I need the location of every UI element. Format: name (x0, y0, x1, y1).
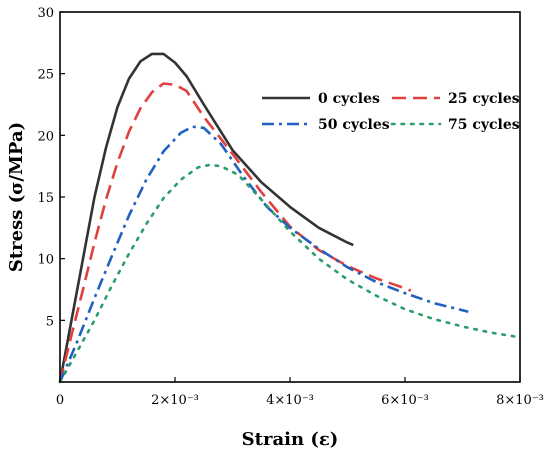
legend-label-3: 50 cycles (318, 117, 390, 133)
x-tick-label: 6×10⁻³ (381, 393, 429, 408)
ticks-layer: 0 2×10⁻³ 4×10⁻³ 6×10⁻³ 8×10⁻³ 5 10 15 20 25 30 (37, 6, 543, 408)
x-tick-label: 2×10⁻³ (151, 393, 199, 408)
y-tick-label: 15 (37, 191, 54, 206)
legend-label-4: 75 cycles (448, 117, 520, 133)
x-tick-label: 4×10⁻³ (266, 393, 314, 408)
x-tick-label: 8×10⁻³ (496, 393, 544, 408)
series-line-1 (58, 52, 354, 383)
y-tick-label: 25 (37, 68, 54, 83)
y-tick-label: 20 (37, 129, 54, 144)
x-tick-label: 0 (56, 393, 64, 408)
y-tick-label: 30 (37, 6, 54, 21)
legend: 0 cycles 25 cycles 50 cycles 75 cycles (262, 91, 520, 133)
y-axis-title: Stress (σ/MPa) (6, 122, 27, 272)
y-tick-label: 5 (46, 314, 54, 329)
y-tick-label: 10 (37, 253, 54, 268)
plot-frame (59, 11, 521, 383)
legend-label-1: 0 cycles (318, 91, 380, 107)
series-layer (58, 52, 516, 384)
x-axis-title: Strain (ε) (242, 429, 339, 450)
series-line-4 (58, 163, 516, 384)
legend-label-2: 25 cycles (448, 91, 520, 107)
series-line-3 (58, 125, 469, 383)
